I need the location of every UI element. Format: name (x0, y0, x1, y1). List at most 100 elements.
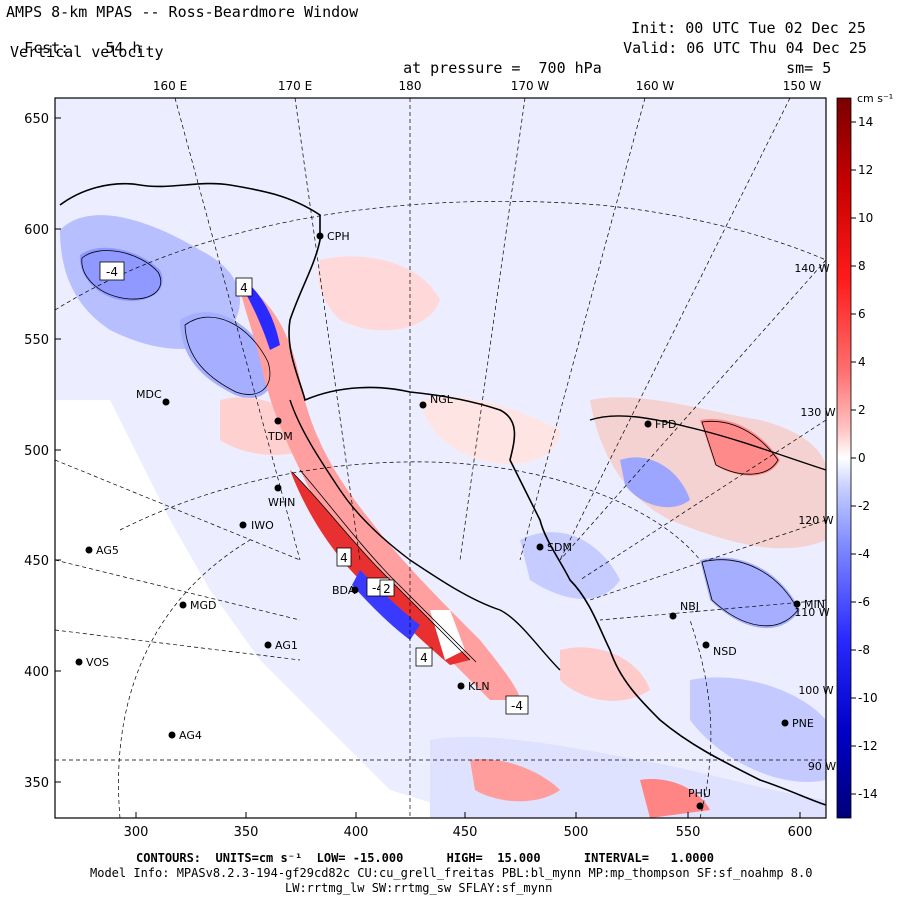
station-marker: PNE (781, 717, 814, 730)
valid-label: Valid: (623, 39, 678, 57)
left-axis-label: 350 (24, 776, 49, 791)
colorbar-tick-label: 4 (858, 355, 866, 369)
contour-info: CONTOURS: UNITS=cm s⁻¹ LOW= -15.000 HIGH… (136, 851, 714, 865)
station-marker: BDA (332, 584, 359, 597)
station-label: MGD (190, 599, 217, 612)
title: AMPS 8-km MPAS -- Ross-Beardmore Window (6, 3, 359, 21)
station-marker: MGD (179, 599, 217, 612)
station-marker: AG1 (264, 639, 298, 652)
right-longitude-label: 100 W (798, 684, 833, 697)
extremum-label: -4 (106, 265, 118, 279)
station-label: CPH (327, 230, 350, 243)
colorbar-tick-label: -4 (858, 547, 870, 561)
station-label: IWO (251, 519, 274, 532)
station-marker: NBJ (669, 600, 699, 620)
bottom-axis-label: 450 (453, 825, 478, 840)
extremum-label: -4 (511, 699, 523, 713)
model-info: Model Info: MPASv8.2.3-194-gf29cd82c CU:… (90, 866, 813, 880)
colorbar-tick-label: -10 (858, 691, 878, 705)
pressure-level: at pressure = 700 hPa (385, 44, 602, 76)
station-label: AG4 (179, 729, 202, 742)
top-longitude-label: 150 W (783, 79, 822, 93)
extrema-labels: -4 4 4 -4 4 2 -4 (99, 261, 529, 715)
colorbar-units: cm s⁻¹ (857, 92, 893, 105)
station-label: KLN (468, 680, 490, 693)
smooth-value: 5 (822, 59, 832, 77)
top-longitude-label: 170 E (278, 79, 312, 93)
station-label: MIN (804, 598, 825, 611)
right-longitude-label: 130 W (800, 406, 835, 419)
colorbar-tick-label: -14 (858, 787, 878, 801)
station-marker: FPD (644, 418, 676, 431)
extremum-label: 2 (383, 582, 391, 596)
extremum-label: 4 (420, 651, 428, 665)
station-marker: KLN (457, 680, 490, 693)
colorbar-tick-label: -2 (858, 499, 870, 513)
init-time: Init: 00 UTC Tue 02 Dec 25 (613, 4, 866, 36)
station-label: MDC (136, 388, 162, 401)
left-axis-label: 600 (24, 223, 49, 238)
station-marker: MIN (793, 598, 825, 611)
station-label: NSD (713, 645, 737, 658)
fcst-label: Fcst: (24, 39, 70, 57)
station-label: WHN (268, 496, 295, 509)
station-marker: IWO (239, 519, 274, 532)
pressure-label: at pressure = (403, 59, 521, 77)
top-longitude-label: 180 (399, 79, 422, 93)
valid-value: 06 UTC Thu 04 Dec 25 (686, 39, 867, 57)
station-marker: SDM (536, 541, 572, 554)
fcst-value: 54 h (105, 39, 142, 57)
left-axis-label: 550 (24, 333, 49, 348)
station-marker: TDM (267, 417, 293, 443)
bottom-axis-label: 400 (344, 825, 369, 840)
station-label: FPD (655, 418, 676, 431)
field-name: Vertical velocity (10, 43, 164, 61)
station-label: TDM (267, 430, 293, 443)
station-marker: MDC (136, 388, 170, 406)
colorbar-scale (836, 97, 852, 819)
forecast-hour: Fcst: 54 h (6, 24, 141, 56)
station-label: AG1 (275, 639, 298, 652)
station-marker: NSD (702, 641, 737, 658)
station-marker: VOS (75, 656, 109, 669)
station-label: PNE (792, 717, 814, 730)
init-value: 00 UTC Tue 02 Dec 25 (685, 19, 866, 37)
bottom-axis-label: 500 (564, 825, 589, 840)
left-axis-label: 400 (24, 665, 49, 680)
right-longitude-labels: 140 W 130 W 120 W 110 W 100 W 90 W (794, 262, 836, 773)
top-longitude-labels: 160 E 170 E 180 170 W 160 W 150 W (153, 79, 822, 93)
colorbar-tick-label: 2 (858, 403, 866, 417)
stations: CPH NGL MDC TDM WHN IWO AG5 SDM MGD AG1 … (75, 230, 825, 810)
extremum-label: 4 (240, 281, 248, 295)
station-marker: PHU (688, 787, 711, 810)
station-marker: NGL (419, 393, 454, 409)
colorbar-tick-label: 0 (858, 451, 866, 465)
bottom-axis-label: 350 (234, 825, 259, 840)
top-longitude-label: 160 E (153, 79, 187, 93)
station-label: SDM (547, 541, 572, 554)
left-axis-label: 500 (24, 444, 49, 459)
map-frame (54, 97, 827, 819)
map-field: -4 4 4 -4 4 2 -4 (55, 98, 826, 818)
left-axis-label: 650 (24, 112, 49, 127)
colorbar-tick-label: -12 (858, 739, 878, 753)
station-label: VOS (86, 656, 109, 669)
left-axis-label: 450 (24, 554, 49, 569)
bottom-axis-label: 300 (124, 825, 149, 840)
bottom-axis-label: 600 (788, 825, 813, 840)
station-label: BDA (332, 584, 356, 597)
extremum-label: 4 (340, 551, 348, 565)
colorbar-tick-label: 12 (858, 163, 873, 177)
station-label: AG5 (96, 544, 119, 557)
colorbar-tick-label: -8 (858, 643, 870, 657)
station-marker: WHN (268, 484, 295, 509)
top-longitude-label: 160 W (636, 79, 675, 93)
colorbar-tick-label: 8 (858, 259, 866, 273)
smooth-label: sm= (786, 59, 814, 77)
station-label: NGL (430, 393, 454, 406)
station-marker: CPH (316, 230, 350, 243)
top-longitude-label: 170 W (511, 79, 550, 93)
bottom-axis-label: 550 (676, 825, 701, 840)
physics-info: LW:rrtmg_lw SW:rrtmg_sw SFLAY:sf_mynn (285, 881, 553, 895)
